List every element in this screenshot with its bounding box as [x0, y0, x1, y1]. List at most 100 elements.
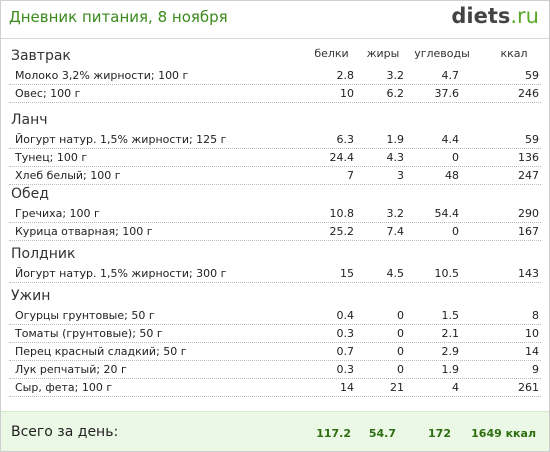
kcal-value: 247: [518, 169, 539, 182]
diets-logo[interactable]: diets.ru: [451, 4, 539, 28]
fat-value: 0: [397, 363, 404, 376]
protein-value: 7: [347, 169, 354, 182]
kcal-value: 290: [518, 207, 539, 220]
protein-value: 25.2: [329, 225, 355, 238]
table-row: Курица отварная; 100 г 25.2 7.4 0 167: [9, 223, 541, 241]
table-row: Йогурт натур. 1,5% жирности; 300 г 15 4.…: [9, 265, 541, 283]
meal-title: Ланч: [11, 112, 48, 128]
kcal-value: 167: [518, 225, 539, 238]
logo-main: diets: [451, 4, 511, 28]
food-name: Овес; 100 г: [15, 87, 81, 100]
table-row: Сыр, фета; 100 г 14 21 4 261: [9, 379, 541, 397]
daily-total-label: Всего за день:: [11, 424, 119, 440]
logo-suffix: .ru: [510, 4, 539, 28]
column-header-carbs: углеводы: [414, 47, 470, 60]
carbs-value: 1.9: [441, 363, 460, 376]
meal-section-breakfast: Завтрак Молоко 3,2% жирности; 100 г 2.8 …: [1, 47, 549, 103]
meal-section-lunch: Ланч Йогурт натур. 1,5% жирности; 125 г …: [1, 111, 549, 185]
food-name: Йогурт натур. 1,5% жирности; 300 г: [15, 267, 227, 280]
carbs-value: 2.1: [441, 327, 460, 340]
total-fat: 54.7: [368, 427, 396, 440]
carbs-value: 4: [452, 381, 459, 394]
protein-value: 2.8: [336, 69, 355, 82]
table-row: Тунец; 100 г 24.4 4.3 0 136: [9, 149, 541, 167]
table-row: Овес; 100 г 10 6.2 37.6 246: [9, 85, 541, 103]
carbs-value: 37.6: [434, 87, 460, 100]
daily-total-bar: Всего за день: 117.2 54.7 172 1649 ккал: [1, 411, 549, 451]
fat-value: 4.5: [386, 267, 405, 280]
table-row: Йогурт натур. 1,5% жирности; 125 г 6.3 1…: [9, 131, 541, 149]
food-name: Лук репчатый; 20 г: [15, 363, 127, 376]
kcal-value: 10: [525, 327, 539, 340]
fat-value: 7.4: [386, 225, 405, 238]
carbs-value: 4.7: [441, 69, 460, 82]
kcal-value: 59: [525, 133, 539, 146]
kcal-value: 246: [518, 87, 539, 100]
food-name: Хлеб белый; 100 г: [15, 169, 121, 182]
carbs-value: 1.5: [441, 309, 460, 322]
protein-value: 0.7: [336, 345, 355, 358]
table-row: Лук репчатый; 20 г 0.3 0 1.9 9: [9, 361, 541, 379]
fat-value: 1.9: [386, 133, 405, 146]
page-title: Дневник питания, 8 ноября: [9, 8, 228, 26]
carbs-value: 4.4: [441, 133, 460, 146]
food-name: Томаты (грунтовые); 50 г: [15, 327, 163, 340]
meal-section-snack: Полдник Йогурт натур. 1,5% жирности; 300…: [1, 245, 549, 283]
kcal-value: 9: [532, 363, 539, 376]
table-row: Молоко 3,2% жирности; 100 г 2.8 3.2 4.7 …: [9, 67, 541, 85]
meal-section-supper: Ужин Огурцы грунтовые; 50 г 0.4 0 1.5 8 …: [1, 287, 549, 397]
fat-value: 3: [397, 169, 404, 182]
carbs-value: 0: [452, 225, 459, 238]
food-name: Тунец; 100 г: [15, 151, 88, 164]
carbs-value: 0: [452, 151, 459, 164]
protein-value: 0.3: [336, 327, 355, 340]
food-name: Гречиха; 100 г: [15, 207, 100, 220]
carbs-value: 2.9: [441, 345, 460, 358]
protein-value: 6.3: [336, 133, 355, 146]
food-name: Молоко 3,2% жирности; 100 г: [15, 69, 189, 82]
total-kcal: 1649 ккал: [471, 427, 536, 440]
meal-title: Полдник: [11, 246, 76, 262]
food-name: Йогурт натур. 1,5% жирности; 125 г: [15, 133, 227, 146]
protein-value: 14: [340, 381, 354, 394]
protein-value: 15: [340, 267, 354, 280]
fat-value: 4.3: [386, 151, 405, 164]
total-protein: 117.2: [316, 427, 351, 440]
table-row: Перец красный сладкий; 50 г 0.7 0 2.9 14: [9, 343, 541, 361]
food-name: Огурцы грунтовые; 50 г: [15, 309, 155, 322]
protein-value: 0.3: [336, 363, 355, 376]
carbs-value: 10.5: [434, 267, 460, 280]
kcal-value: 14: [525, 345, 539, 358]
fat-value: 0: [397, 309, 404, 322]
meal-title: Ужин: [11, 288, 51, 304]
kcal-value: 143: [518, 267, 539, 280]
kcal-value: 8: [532, 309, 539, 322]
table-row: Гречиха; 100 г 10.8 3.2 54.4 290: [9, 205, 541, 223]
carbs-value: 48: [445, 169, 459, 182]
meal-section-dinner: Обед Гречиха; 100 г 10.8 3.2 54.4 290 Ку…: [1, 185, 549, 241]
food-name: Перец красный сладкий; 50 г: [15, 345, 187, 358]
protein-value: 0.4: [336, 309, 355, 322]
table-row: Томаты (грунтовые); 50 г 0.3 0 2.1 10: [9, 325, 541, 343]
protein-value: 10.8: [329, 207, 355, 220]
fat-value: 3.2: [386, 207, 405, 220]
header: Дневник питания, 8 ноября diets.ru: [1, 1, 549, 39]
kcal-value: 59: [525, 69, 539, 82]
fat-value: 0: [397, 345, 404, 358]
food-name: Курица отварная; 100 г: [15, 225, 153, 238]
fat-value: 3.2: [386, 69, 405, 82]
fat-value: 6.2: [386, 87, 405, 100]
fat-value: 21: [390, 381, 404, 394]
meal-title: Завтрак: [11, 48, 71, 64]
meal-title: Обед: [11, 186, 49, 202]
table-row: Хлеб белый; 100 г 7 3 48 247: [9, 167, 541, 185]
fat-value: 0: [397, 327, 404, 340]
column-header-fat: жиры: [366, 47, 400, 60]
kcal-value: 136: [518, 151, 539, 164]
total-carbs: 172: [428, 427, 451, 440]
kcal-value: 261: [518, 381, 539, 394]
protein-value: 24.4: [329, 151, 355, 164]
table-row: Огурцы грунтовые; 50 г 0.4 0 1.5 8: [9, 307, 541, 325]
protein-value: 10: [340, 87, 354, 100]
